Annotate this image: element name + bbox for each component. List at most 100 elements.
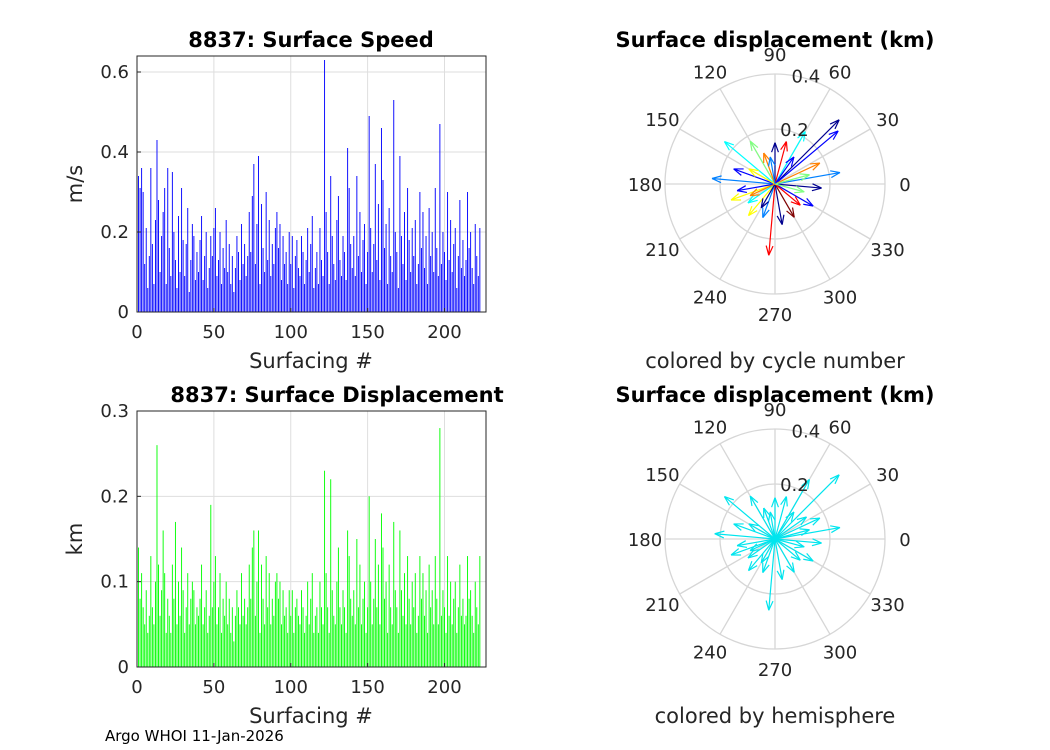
speed-bar xyxy=(468,248,470,312)
displacement-bar xyxy=(208,615,210,667)
speed-bar xyxy=(174,260,176,312)
speed-bar xyxy=(377,204,379,312)
polar-hemisphere-angle-label: 240 xyxy=(693,643,727,664)
speed-bar xyxy=(194,280,196,312)
speed-bar xyxy=(450,220,452,312)
displacement-bar xyxy=(331,590,333,667)
polar-hemisphere-angle-label: 60 xyxy=(829,417,852,438)
displacement-bar xyxy=(324,470,326,667)
polar-hemisphere-arrow xyxy=(774,474,840,540)
speed-bar xyxy=(233,292,235,312)
polar-hemisphere-angle-label: 300 xyxy=(823,643,857,664)
displacement-bar xyxy=(388,564,390,667)
speed-bar xyxy=(342,236,344,312)
displacement-bar xyxy=(274,581,276,667)
speed-bar xyxy=(319,228,321,312)
speed-bar xyxy=(351,268,353,312)
speed-bar xyxy=(188,292,190,312)
speed-bar xyxy=(434,188,436,312)
displacement-bar xyxy=(294,607,296,667)
displacement-bar xyxy=(253,530,255,667)
displacement-bar xyxy=(254,615,256,667)
displacement-bar xyxy=(380,513,382,667)
polar-cycle-arrow xyxy=(762,183,776,218)
speed-bar xyxy=(193,236,195,312)
speed-bar xyxy=(356,176,358,312)
speed-bar xyxy=(408,240,410,312)
polar-hemisphere-arrow xyxy=(763,507,776,540)
displacement-bar xyxy=(425,590,427,667)
displacement-ytick-label: 0.2 xyxy=(100,486,129,507)
speed-bar xyxy=(345,280,347,312)
displacement-bar xyxy=(188,624,190,667)
displacement-bar xyxy=(342,590,344,667)
displacement-bar xyxy=(333,615,335,667)
displacement-bar xyxy=(367,607,369,667)
displacement-bar xyxy=(314,615,316,667)
displacement-bar xyxy=(153,624,155,667)
speed-bar xyxy=(476,256,478,312)
displacement-bar xyxy=(341,624,342,667)
speed-bar xyxy=(341,276,342,312)
displacement-bar xyxy=(431,590,433,667)
speed-bar xyxy=(385,224,387,312)
polar-hemisphere-arrow xyxy=(774,538,795,573)
displacement-bar xyxy=(430,607,432,667)
displacement-bar xyxy=(464,624,465,667)
speed-bar xyxy=(221,284,223,312)
polar-hemisphere-angle-label: 30 xyxy=(876,465,899,486)
speed-bar xyxy=(285,252,287,312)
polar-cycle-arrow xyxy=(774,183,795,218)
speed-bar xyxy=(210,236,212,312)
polar-cycle-arrows xyxy=(711,119,841,256)
surface-displacement-chart: 0 50 100 150 200 0 0.1 0.2 0.3 8837: Surface Dis… xyxy=(63,383,504,728)
speed-bar xyxy=(456,288,458,312)
displacement-bar xyxy=(402,615,404,667)
polar-cycle-arrow xyxy=(774,183,822,192)
displacement-bar xyxy=(302,607,304,667)
speed-bar xyxy=(218,260,219,312)
speed-bar xyxy=(277,248,279,312)
displacement-bar xyxy=(440,615,442,667)
displacement-bar xyxy=(344,607,346,667)
displacement-bar xyxy=(218,607,219,667)
polar-hemisphere-arrow xyxy=(774,479,810,540)
speed-bar xyxy=(179,272,181,312)
speed-bar xyxy=(279,224,281,312)
polar-hemisphere-arrow xyxy=(760,538,776,564)
speed-bar xyxy=(321,260,322,312)
speed-bar xyxy=(185,244,187,312)
displacement-bar xyxy=(434,556,436,667)
speed-bar xyxy=(425,236,427,312)
displacement-bar xyxy=(356,539,358,667)
speed-bar xyxy=(348,188,350,312)
speed-bar xyxy=(314,268,316,312)
displacement-bar xyxy=(311,573,313,667)
displacement-bar xyxy=(405,624,407,667)
displacement-xtick-label: 50 xyxy=(202,677,225,698)
speed-ytick-label: 0.4 xyxy=(100,142,129,163)
speed-bar xyxy=(365,284,367,312)
speed-bar xyxy=(254,264,256,312)
displacement-bar xyxy=(373,598,375,667)
polar-hemisphere-caption: colored by hemisphere xyxy=(655,704,896,728)
displacement-bar xyxy=(337,547,339,667)
displacement-xtick-label: 200 xyxy=(427,677,461,698)
displacement-bar xyxy=(456,632,458,667)
speed-bar xyxy=(294,256,296,312)
displacement-bar xyxy=(450,581,452,667)
polar-hemisphere-arrow xyxy=(774,528,810,540)
speed-bar xyxy=(173,232,175,312)
displacement-bar xyxy=(390,607,392,667)
polar-cycle-angle-label: 270 xyxy=(758,305,792,326)
speed-bar xyxy=(479,228,481,312)
polar-cycle-arrow xyxy=(774,183,814,207)
displacement-bar xyxy=(268,573,270,667)
displacement-bar xyxy=(221,632,223,667)
displacement-bar xyxy=(190,598,192,667)
polar-cycle-caption: colored by cycle number xyxy=(645,349,905,373)
displacement-bar xyxy=(147,632,149,667)
displacement-bar xyxy=(396,607,398,667)
displacement-bar xyxy=(259,632,261,667)
displacement-bar xyxy=(264,624,266,667)
